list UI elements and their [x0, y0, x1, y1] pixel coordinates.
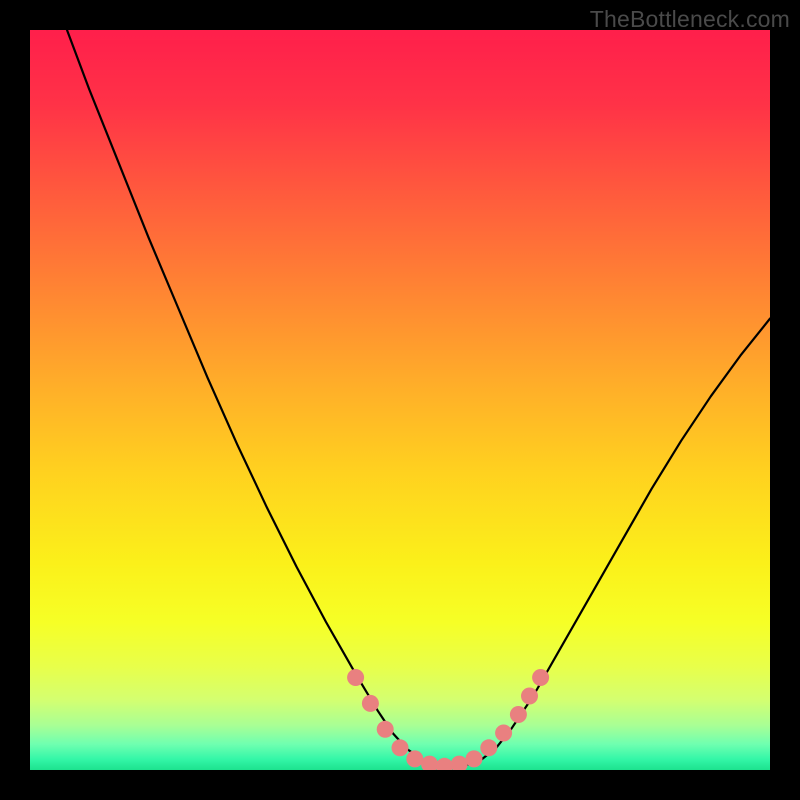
- scatter-point: [480, 739, 497, 756]
- scatter-point: [406, 750, 423, 767]
- scatter-point: [362, 695, 379, 712]
- scatter-point: [392, 739, 409, 756]
- watermark-text: TheBottleneck.com: [590, 6, 790, 33]
- scatter-point: [521, 688, 538, 705]
- scatter-point: [451, 756, 468, 770]
- scatter-point: [510, 706, 527, 723]
- curve-layer: [30, 30, 770, 770]
- scatter-point: [532, 669, 549, 686]
- scatter-point: [347, 669, 364, 686]
- bottleneck-curve: [67, 30, 770, 766]
- scatter-point: [421, 756, 438, 770]
- scatter-point: [436, 758, 453, 770]
- scatter-point: [377, 721, 394, 738]
- scatter-point: [466, 750, 483, 767]
- scatter-points: [347, 669, 549, 770]
- plot-area: [30, 30, 770, 770]
- scatter-point: [495, 725, 512, 742]
